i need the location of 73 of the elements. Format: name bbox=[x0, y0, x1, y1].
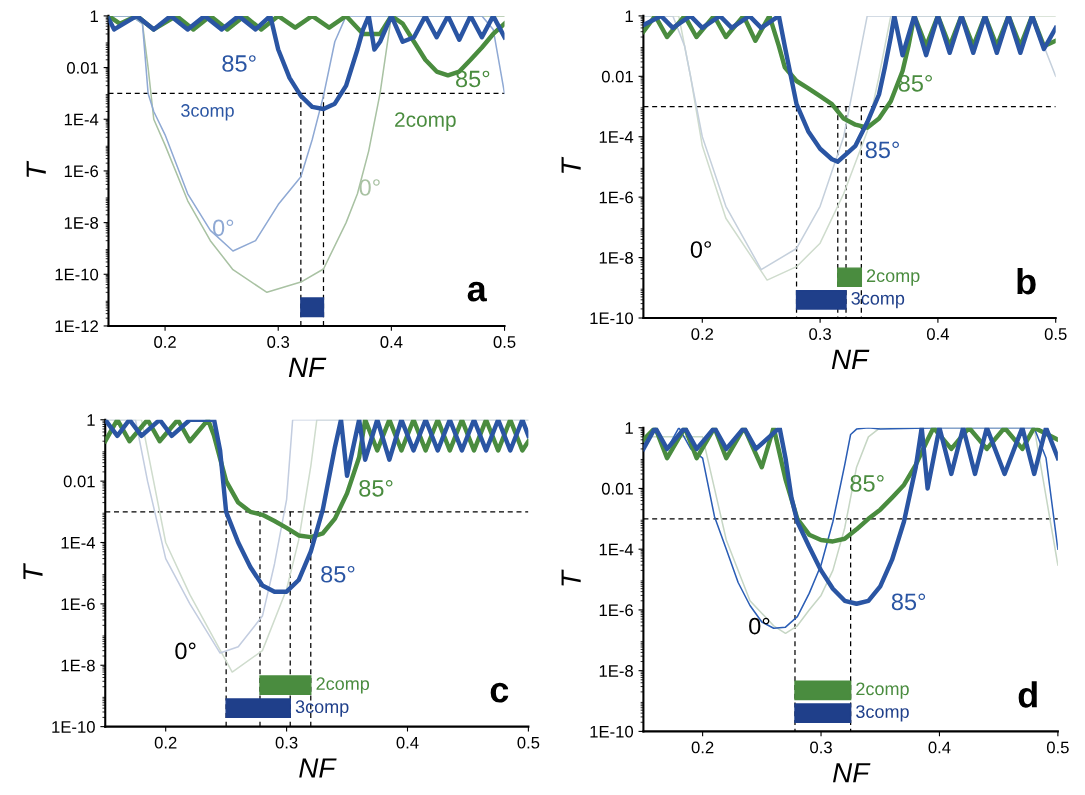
x-tick-label: 0.5 bbox=[1046, 741, 1069, 754]
annotation: 0° bbox=[749, 617, 770, 635]
x-tick-label: 0.3 bbox=[809, 328, 831, 340]
series-label: 85° bbox=[456, 70, 490, 88]
series-label: 85° bbox=[850, 475, 884, 492]
series-label: 85° bbox=[359, 479, 393, 497]
y-tick-label: 1 bbox=[625, 422, 633, 434]
y-tick-label: 0.01 bbox=[601, 482, 633, 495]
text: a bbox=[467, 281, 487, 302]
y-tick-label: 0.01 bbox=[66, 61, 98, 74]
series-label: 85° bbox=[865, 141, 899, 159]
series-label: 0° bbox=[212, 219, 234, 237]
x-axis-title: NF bbox=[832, 763, 871, 783]
x-tick-label: 0.2 bbox=[691, 328, 714, 340]
annotation: 0° bbox=[175, 642, 196, 660]
series-label: 0° bbox=[359, 179, 380, 196]
x-tick-label: 0.3 bbox=[810, 741, 832, 754]
y-tick-label: 1E-6 bbox=[599, 191, 633, 204]
y-axis-title: T bbox=[26, 160, 46, 177]
text: c bbox=[490, 682, 509, 703]
series-label: 85° bbox=[321, 565, 355, 583]
x-tick-label: 0.5 bbox=[493, 336, 516, 348]
x-tick-label: 0.3 bbox=[275, 736, 298, 749]
y-tick-label: 1 bbox=[87, 414, 95, 426]
x-tick-label: 0.4 bbox=[926, 328, 949, 340]
y-tick-label: 1E-8 bbox=[61, 659, 95, 672]
x-tick-label: 0.2 bbox=[154, 336, 176, 348]
y-tick-label: 1E-6 bbox=[64, 165, 99, 178]
y-tick-label: 1E-4 bbox=[599, 131, 634, 143]
annotation: 2comp bbox=[395, 112, 456, 132]
x-tick-label: 0.4 bbox=[396, 736, 419, 749]
x-axis-title: NF bbox=[299, 758, 337, 778]
band-label: 3comp bbox=[856, 705, 909, 722]
x-tick-label: 0.5 bbox=[517, 736, 540, 749]
y-tick-label: 1E-10 bbox=[590, 725, 634, 738]
text: b bbox=[1017, 267, 1036, 295]
x-axis-title: NF bbox=[288, 357, 327, 377]
y-tick-label: 1E-4 bbox=[61, 537, 96, 549]
x-tick-label: 0.2 bbox=[691, 741, 714, 754]
y-tick-label: 1E-10 bbox=[590, 312, 634, 325]
y-tick-label: 1E-8 bbox=[599, 665, 633, 677]
y-tick-label: 1 bbox=[90, 10, 98, 22]
band-label: 3comp bbox=[295, 700, 349, 717]
band-label: 3comp bbox=[851, 291, 905, 309]
x-tick-label: 0.4 bbox=[380, 336, 403, 348]
annotation: 3comp bbox=[181, 104, 234, 121]
y-tick-label: 1E-10 bbox=[52, 721, 95, 733]
y-tick-label: 1 bbox=[625, 10, 633, 22]
y-axis-title: T bbox=[23, 563, 43, 580]
y-tick-label: 1E-12 bbox=[55, 320, 98, 332]
y-axis-title: T bbox=[561, 156, 581, 173]
series-label: 85° bbox=[222, 55, 256, 72]
y-tick-label: 1E-4 bbox=[599, 543, 634, 556]
y-tick-label: 0.01 bbox=[63, 475, 95, 488]
y-tick-label: 1E-6 bbox=[599, 604, 633, 617]
band-label: 2comp bbox=[316, 677, 370, 694]
y-tick-label: 1E-4 bbox=[64, 113, 99, 126]
band-label: 2comp bbox=[866, 269, 920, 286]
x-tick-label: 0.2 bbox=[154, 736, 177, 749]
x-tick-label: 0.5 bbox=[1044, 328, 1067, 340]
y-tick-label: 1E-6 bbox=[61, 598, 95, 611]
y-axis-title: T bbox=[561, 569, 581, 586]
series-label: 85° bbox=[891, 593, 926, 611]
x-axis-title: NF bbox=[831, 349, 870, 369]
y-tick-label: 1E-8 bbox=[599, 251, 633, 264]
y-tick-label: 1E-8 bbox=[64, 217, 99, 229]
y-tick-label: 1E-10 bbox=[55, 268, 99, 281]
x-tick-label: 0.3 bbox=[267, 336, 290, 348]
x-tick-label: 0.4 bbox=[928, 741, 951, 754]
y-tick-label: 0.01 bbox=[601, 70, 633, 83]
annotation: 0° bbox=[690, 241, 711, 258]
band-label: 2comp bbox=[856, 682, 909, 699]
text: d bbox=[1018, 681, 1037, 708]
